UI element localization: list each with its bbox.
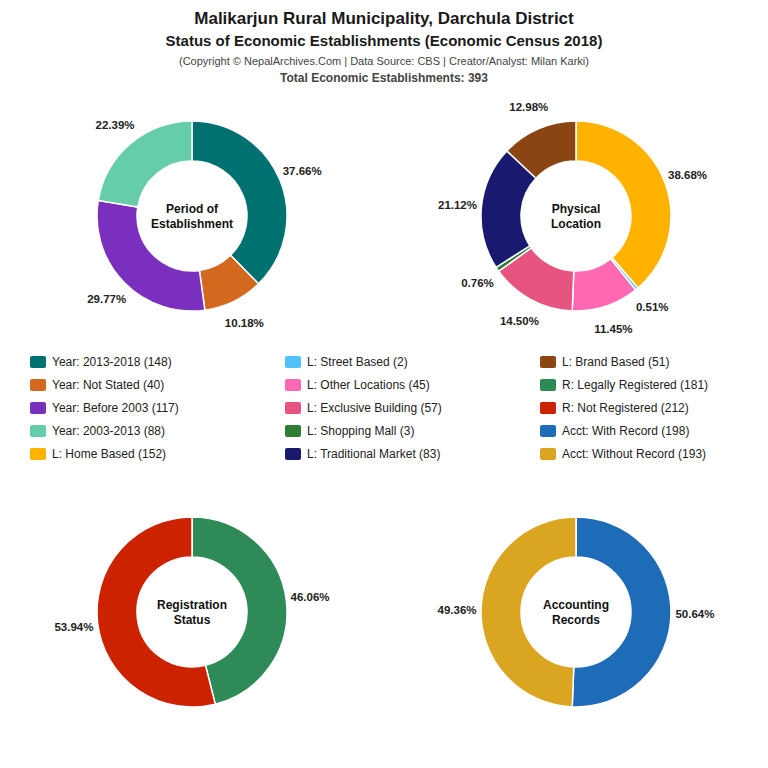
legend-swatch: [285, 425, 301, 437]
legend-swatch: [540, 425, 556, 437]
legend-swatch: [30, 402, 46, 414]
data-label: 21.12%: [438, 199, 477, 211]
legend-label: L: Exclusive Building (57): [307, 401, 442, 415]
legend-label: Year: Not Stated (40): [52, 378, 164, 392]
data-label: 50.64%: [675, 608, 714, 620]
center-title: PhysicalLocation: [551, 202, 601, 231]
center-title: Period ofEstablishment: [151, 202, 233, 231]
data-label: 22.39%: [96, 119, 135, 131]
legend-label: L: Street Based (2): [307, 355, 408, 369]
slice: [507, 121, 576, 178]
legend-swatch: [30, 448, 46, 460]
legend-swatch: [540, 402, 556, 414]
legend-swatch: [540, 379, 556, 391]
data-label: 0.51%: [636, 301, 669, 313]
legend-swatch: [540, 448, 556, 460]
legend-swatch: [285, 356, 301, 368]
data-label: 12.98%: [509, 101, 548, 113]
legend-swatch: [30, 379, 46, 391]
legend-swatch: [30, 356, 46, 368]
legend-label: Acct: With Record (198): [562, 424, 689, 438]
legend-swatch: [285, 402, 301, 414]
legend-label: L: Other Locations (45): [307, 378, 430, 392]
legend-label: L: Shopping Mall (3): [307, 424, 414, 438]
title: Malikarjun Rural Municipality, Darchula …: [194, 9, 574, 28]
legend-label: L: Brand Based (51): [562, 355, 669, 369]
legend-swatch: [285, 448, 301, 460]
data-label: 11.45%: [594, 323, 632, 335]
legend: Year: 2013-2018 (148) Year: Not Stated (4…: [30, 355, 708, 461]
chart: Malikarjun Rural Municipality, Darchula …: [0, 0, 768, 768]
data-label: 0.76%: [461, 277, 494, 289]
data-label: 14.50%: [500, 315, 539, 327]
data-label: 10.18%: [225, 317, 264, 329]
legend-swatch: [285, 379, 301, 391]
donut: [481, 121, 671, 311]
data-label: 53.94%: [54, 621, 93, 633]
title: Status of Economic Establishments (Econo…: [166, 32, 603, 49]
donut: [97, 517, 287, 707]
slice: [199, 255, 258, 310]
subtitle: Total Economic Establishments: 393: [280, 71, 488, 85]
subtitle: (Copyright © NepalArchives.Com | Data So…: [179, 55, 589, 67]
donut: [97, 121, 287, 311]
legend-label: Year: Before 2003 (117): [52, 401, 179, 415]
data-label: 46.06%: [291, 591, 330, 603]
legend-swatch: [540, 356, 556, 368]
legend-label: L: Traditional Market (83): [307, 447, 440, 461]
legend-label: L: Home Based (152): [52, 447, 166, 461]
data-label: 49.36%: [438, 604, 477, 616]
legend-label: Year: 2013-2018 (148): [52, 355, 172, 369]
legend-label: R: Legally Registered (181): [562, 378, 708, 392]
data-label: 38.68%: [668, 169, 707, 181]
data-label: 37.66%: [283, 165, 322, 177]
data-label: 29.77%: [87, 293, 126, 305]
center-title: AccountingRecords: [543, 598, 609, 627]
legend-label: R: Not Registered (212): [562, 401, 689, 415]
donut: [481, 517, 671, 707]
legend-label: Year: 2003-2013 (88): [52, 424, 165, 438]
slice: [572, 259, 635, 311]
slice: [98, 121, 192, 207]
slice: [97, 517, 215, 707]
legend-label: Acct: Without Record (193): [562, 447, 706, 461]
center-title: RegistrationStatus: [157, 598, 227, 627]
legend-swatch: [30, 425, 46, 437]
